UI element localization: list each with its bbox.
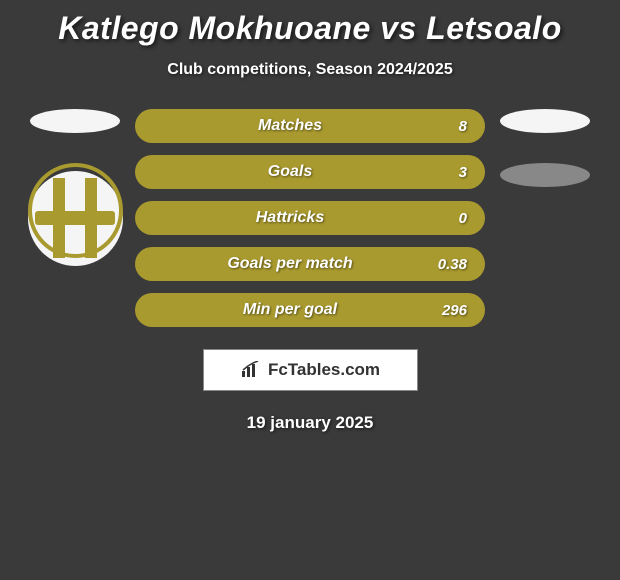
- stat-row-mpg: Min per goal 296: [135, 293, 485, 327]
- footer-brand-box: FcTables.com: [203, 349, 418, 391]
- content-row: Matches 8 Goals 3 Hattricks 0 Goals per …: [0, 109, 620, 327]
- left-side: [25, 109, 125, 273]
- stat-label: Min per goal: [153, 301, 427, 319]
- stat-value: 0: [427, 210, 467, 227]
- player1-ellipse: [30, 109, 120, 133]
- footer-brand-text: FcTables.com: [268, 360, 380, 380]
- player2-ellipse-2: [500, 163, 590, 187]
- stat-value: 3: [427, 164, 467, 181]
- date-text: 19 january 2025: [0, 413, 620, 433]
- stat-row-hattricks: Hattricks 0: [135, 201, 485, 235]
- stat-label: Matches: [153, 117, 427, 135]
- page-title: Katlego Mokhuoane vs Letsoalo: [0, 10, 620, 47]
- stat-label: Hattricks: [153, 209, 427, 227]
- subtitle: Club competitions, Season 2024/2025: [0, 61, 620, 79]
- stats-column: Matches 8 Goals 3 Hattricks 0 Goals per …: [135, 109, 485, 327]
- stat-label: Goals: [153, 163, 427, 181]
- player2-ellipse-1: [500, 109, 590, 133]
- comparison-card: Katlego Mokhuoane vs Letsoalo Club compe…: [0, 0, 620, 433]
- stat-row-matches: Matches 8: [135, 109, 485, 143]
- stat-label: Goals per match: [153, 255, 427, 273]
- badge-ring: [28, 163, 123, 258]
- club-badge: [28, 163, 123, 273]
- right-side: [495, 109, 595, 187]
- stat-value: 296: [427, 302, 467, 319]
- stat-value: 8: [427, 118, 467, 135]
- stat-value: 0.38: [427, 256, 467, 273]
- chart-icon: [240, 361, 262, 379]
- stat-row-goals: Goals 3: [135, 155, 485, 189]
- stat-row-gpm: Goals per match 0.38: [135, 247, 485, 281]
